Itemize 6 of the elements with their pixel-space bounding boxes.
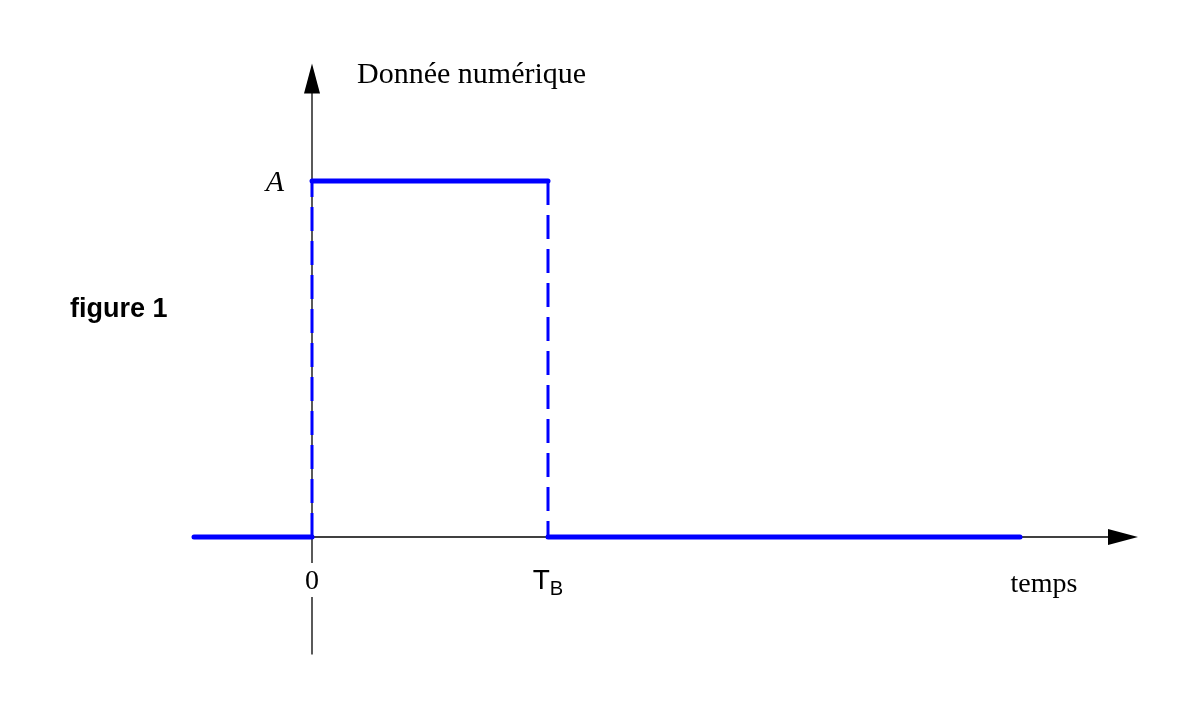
x-axis-title: temps	[1010, 567, 1078, 598]
y-axis-title: Donnée numérique	[357, 55, 587, 89]
annotation: A	[263, 164, 285, 197]
x-tick-label: T$_{B}$	[532, 564, 564, 599]
x-tick-label: 0	[305, 564, 319, 595]
caption: figure 1	[70, 293, 168, 323]
